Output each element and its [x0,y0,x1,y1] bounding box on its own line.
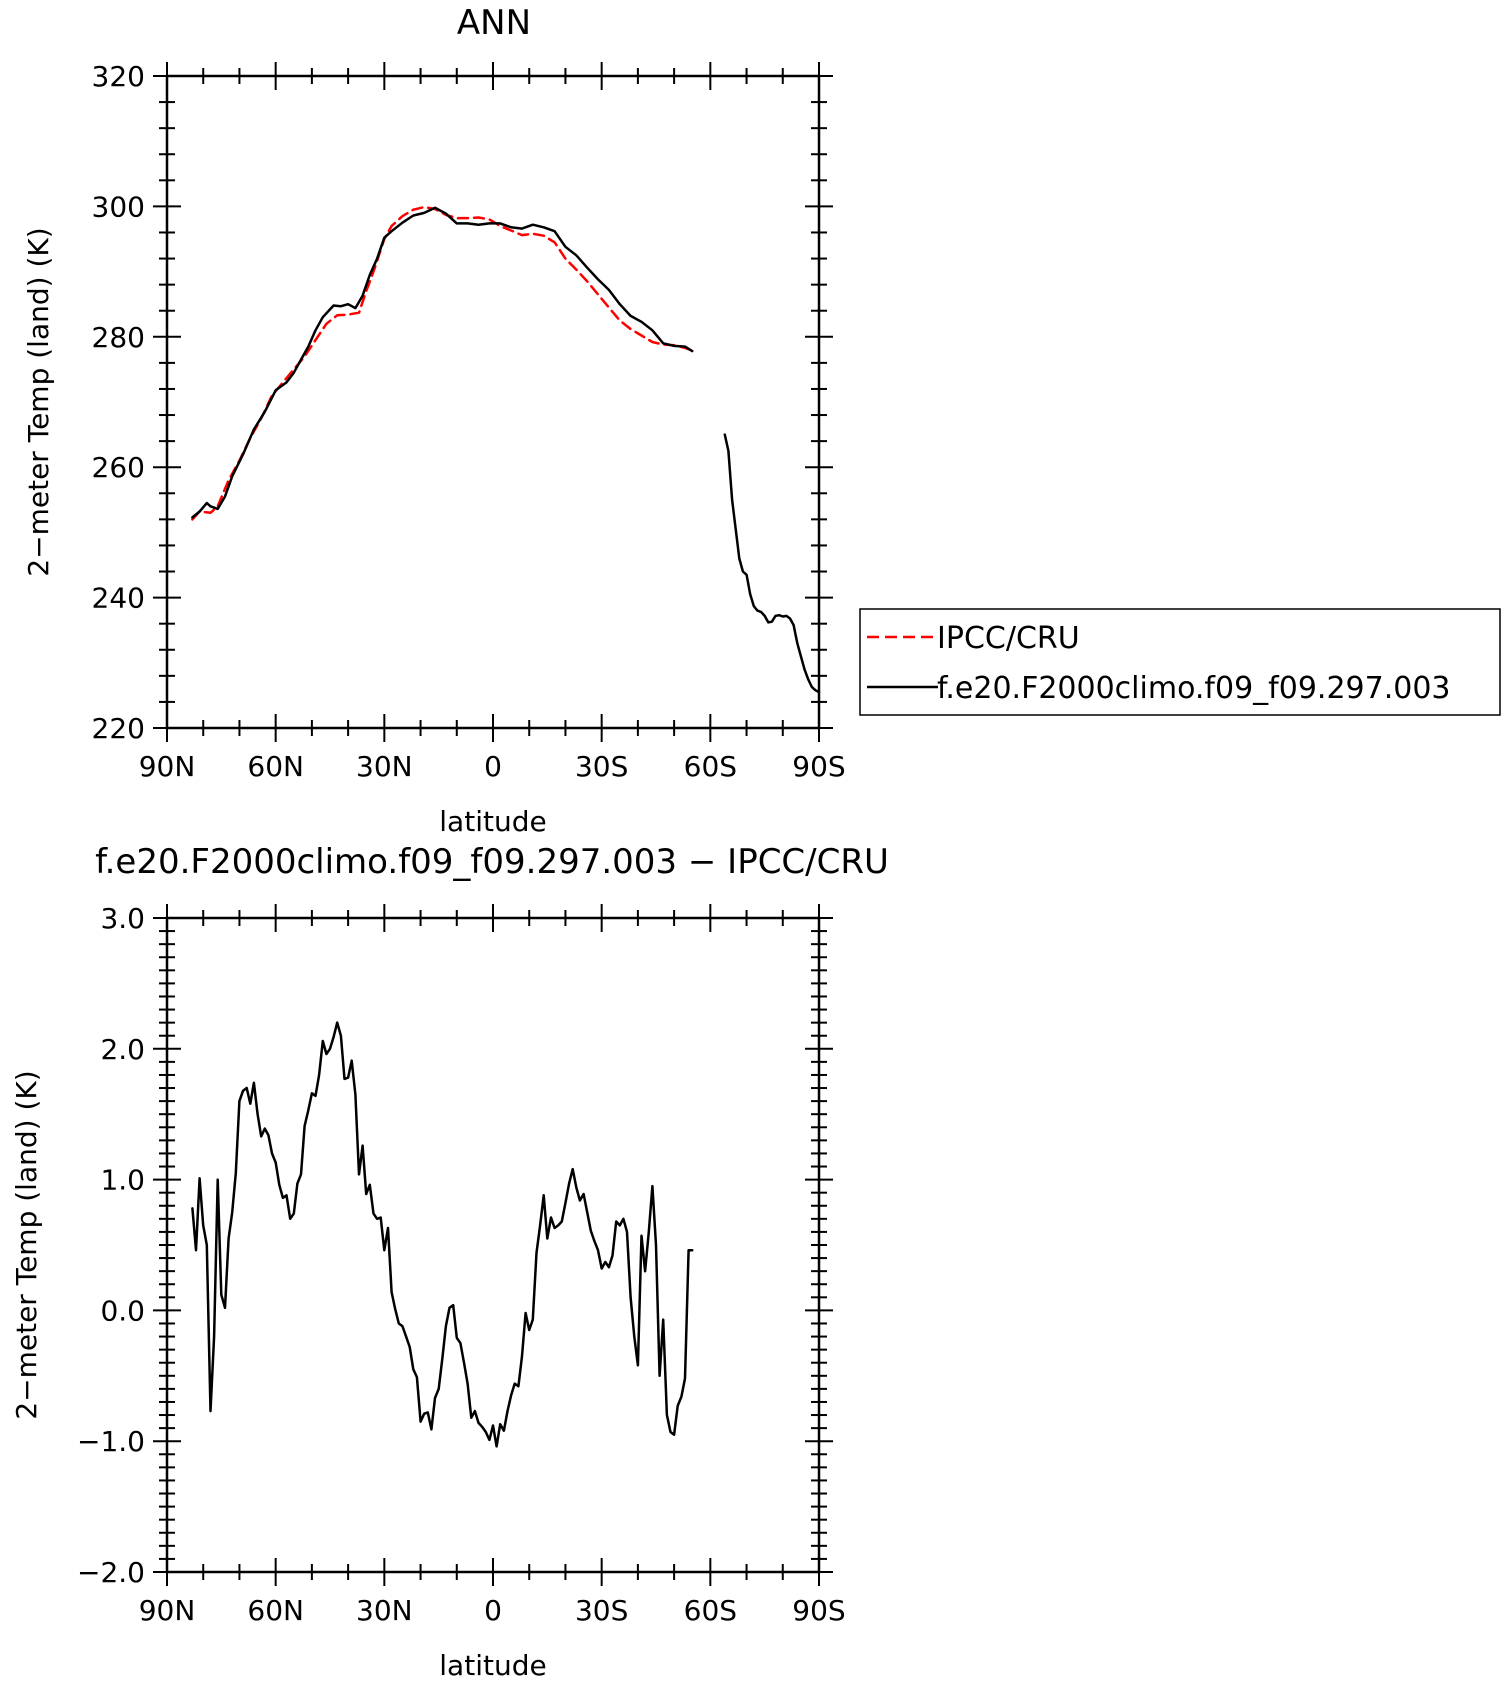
x-tick-label: 60S [684,750,737,783]
x-tick-label: 0 [484,750,502,783]
legend-label-ipcc-cru: IPCC/CRU [937,621,1080,656]
y-tick-label: −1.0 [77,1425,145,1458]
x-tick-label: 90N [139,750,196,783]
y-tick-label: 300 [92,190,145,223]
top-y-labels: 220 240 260 280 300 320 [92,60,145,745]
x-tick-label: 30N [356,1594,413,1627]
bottom-x-ticks [166,904,820,1586]
bottom-x-axis-title: latitude [439,1649,546,1682]
temperature-panel: ANN 90N 60N 30N 0 30S 60S 90S 220 240 260 280 300 3… [22,3,846,838]
y-tick-label: 1.0 [100,1164,145,1197]
legend-label-model: f.e20.F2000climo.f09_f09.297.003 [937,671,1451,706]
bottom-y-labels: −2.0 −1.0 0.0 1.0 2.0 3.0 [77,902,145,1589]
x-tick-label: 60S [684,1594,737,1627]
top-x-ticks [166,62,820,742]
y-tick-label: 260 [92,451,145,484]
y-tick-label: −2.0 [77,1556,145,1589]
x-tick-label: 90S [792,1594,845,1627]
x-tick-label: 30N [356,750,413,783]
series-line-top-0 [191,205,694,521]
y-tick-label: 2.0 [100,1033,145,1066]
legend: IPCC/CRU f.e20.F2000climo.f09_f09.297.00… [859,608,1501,716]
bottom-y-ticks [153,917,833,1573]
series-line-top-1 [191,206,694,519]
top-chart-title: ANN [457,3,531,43]
y-tick-label: 280 [92,321,145,354]
top-plot-frame [165,74,821,730]
legend-box [859,608,1501,716]
bottom-series [191,1021,694,1448]
top-x-axis-title: latitude [439,805,546,838]
x-tick-label: 0 [484,1594,502,1627]
x-tick-label: 90N [139,1594,196,1627]
top-y-axis-title: 2−meter Temp (land) (K) [22,227,55,576]
x-tick-label: 60N [247,750,304,783]
top-series [191,205,821,694]
bottom-y-axis-title: 2−meter Temp (land) (K) [10,1070,43,1419]
x-tick-label: 30S [575,1594,628,1627]
y-tick-label: 240 [92,582,145,615]
x-tick-label: 60N [247,1594,304,1627]
x-tick-label: 90S [792,750,845,783]
series-line-bottom-0 [191,1021,694,1448]
bottom-plot-frame [165,916,821,1574]
y-tick-label: 320 [92,60,145,93]
top-x-labels: 90N 60N 30N 0 30S 60S 90S [139,750,846,783]
y-tick-label: 0.0 [100,1294,145,1327]
bottom-x-labels: 90N 60N 30N 0 30S 60S 90S [139,1594,846,1627]
x-tick-label: 30S [575,750,628,783]
y-tick-label: 220 [92,712,145,745]
bottom-chart-title: f.e20.F2000climo.f09_f09.297.003 − IPCC/… [95,842,889,882]
series-line-top-2 [723,433,821,694]
top-y-ticks [153,75,833,729]
difference-panel: f.e20.F2000climo.f09_f09.297.003 − IPCC/… [10,842,889,1682]
y-tick-label: 3.0 [100,902,145,935]
